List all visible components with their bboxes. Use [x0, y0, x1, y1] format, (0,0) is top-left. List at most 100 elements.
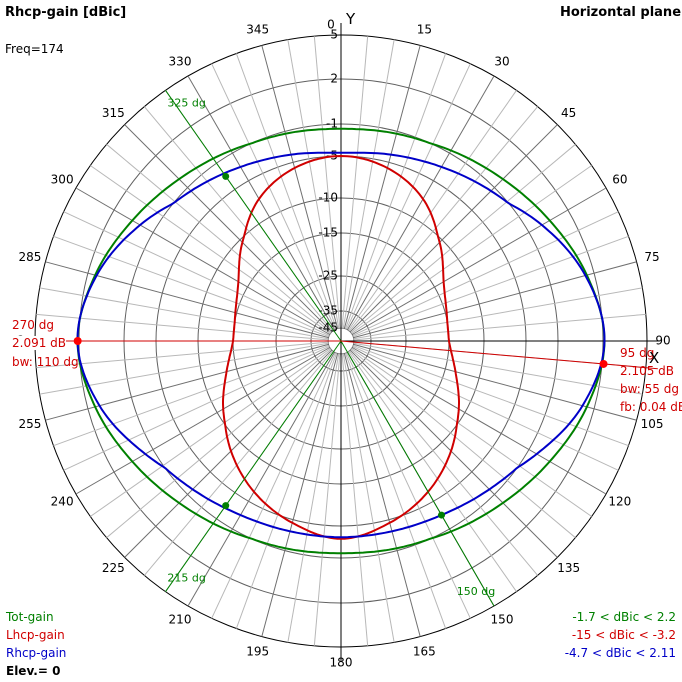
y-axis-marker: Y — [346, 10, 356, 28]
angle-tick-label: 60 — [612, 173, 627, 187]
radial-tick-label: -45 — [318, 321, 338, 335]
range-lhcp-gain: -15 < dBic < -3.2 — [571, 628, 676, 642]
x-axis-marker: X — [649, 349, 660, 367]
grid-spoke — [344, 53, 447, 329]
marker-dot — [222, 502, 230, 510]
range-rhcp-gain: -4.7 < dBic < 2.11 — [564, 646, 676, 660]
angle-tick-label: 30 — [494, 55, 509, 69]
grid-spoke — [344, 353, 447, 629]
marker-line — [165, 340, 342, 592]
grid-spoke — [235, 53, 338, 329]
left-angle-annotation: 270 dg — [12, 318, 54, 332]
grid-spoke — [348, 106, 539, 332]
grid-spoke — [352, 346, 619, 471]
series-rhcp-gain — [76, 151, 606, 539]
grid-spoke — [45, 261, 329, 339]
grid-spoke — [341, 353, 369, 646]
marker-dot — [438, 511, 445, 519]
grid-spoke — [187, 75, 335, 330]
grid-spoke — [261, 353, 339, 637]
radial-tick-label: -1 — [326, 117, 338, 131]
grid-spoke — [53, 344, 329, 447]
beam-line — [340, 340, 658, 370]
grid-spoke — [75, 347, 330, 495]
grid-spoke — [349, 349, 558, 558]
grid-spoke — [352, 347, 607, 495]
grid-spoke — [313, 36, 341, 329]
angle-tick-label: 210 — [169, 612, 192, 626]
grid-spoke — [353, 343, 637, 421]
grid-spoke — [351, 165, 592, 334]
grid-spoke — [350, 143, 576, 334]
plane-label: Horizontal plane — [560, 5, 682, 20]
grid-spoke — [45, 343, 329, 421]
series-tot-gain — [76, 127, 606, 555]
angle-tick-label: 330 — [169, 55, 192, 69]
beam-peak-dot — [599, 359, 608, 368]
angle-tick-label: 75 — [644, 250, 659, 264]
right-bw-annotation: bw: 55 dg — [620, 382, 679, 396]
marker-layer: 325 dg 215 dg 150 dg — [23, 90, 658, 607]
legend-lhcp-gain: Lhcp-gain — [6, 628, 65, 642]
series-layer — [76, 127, 606, 555]
grid-spoke — [211, 352, 336, 619]
angle-tick-label: 15 — [417, 22, 432, 36]
grid-spoke — [287, 39, 340, 329]
angle-tick-label: 105 — [641, 417, 664, 431]
angle-tick-label: 225 — [102, 561, 125, 575]
grid-spoke — [106, 143, 332, 334]
legend-tot-gain: Tot-gain — [6, 610, 54, 624]
grid-spoke — [90, 165, 331, 334]
grid-spoke — [143, 106, 334, 332]
chart-title: Rhcp-gain [dBic] — [5, 5, 127, 20]
legend-rhcp-gain: Rhcp-gain — [6, 646, 67, 660]
grid-spoke — [348, 350, 539, 576]
grid-spoke — [235, 353, 338, 629]
grid-spoke — [343, 45, 421, 329]
angle-tick-label: 135 — [557, 561, 580, 575]
grid-spoke — [343, 353, 421, 637]
grid-spoke — [313, 353, 341, 646]
left-bw-annotation: bw: 110 dg — [12, 355, 79, 369]
radial-tick-label: 5 — [330, 28, 338, 42]
grid-spoke — [353, 235, 629, 338]
angle-tick-label: 165 — [413, 645, 436, 659]
grid-spoke — [353, 344, 629, 447]
series-lhcp-gain — [222, 154, 460, 540]
angle-tick-label: 180 — [330, 656, 353, 670]
elevation-label: Elev.= 0 — [6, 664, 61, 678]
angle-tick-label: 45 — [561, 106, 576, 120]
freq-label: Freq=174 — [5, 42, 64, 56]
grid-spoke — [53, 235, 329, 338]
grid-spoke — [348, 351, 517, 592]
grid-spoke — [187, 352, 335, 607]
grid-spoke — [341, 36, 369, 329]
grid-spoke — [353, 313, 646, 341]
grid-spoke — [143, 350, 334, 576]
grid-spoke — [346, 352, 471, 619]
marker-line — [165, 90, 342, 342]
grid-spoke — [90, 348, 331, 517]
grid-spoke — [350, 348, 576, 539]
grid-spoke — [36, 341, 329, 369]
angle-tick-label: 120 — [608, 495, 631, 509]
radial-tick-label: -35 — [318, 304, 338, 318]
grid-spoke — [124, 124, 333, 333]
right-fb-annotation: fb: 0.04 dB — [620, 400, 682, 414]
grid-spoke — [352, 187, 607, 335]
marker-line — [340, 340, 495, 607]
angle-tick-label: 300 — [51, 173, 74, 187]
grid-spoke — [75, 187, 330, 335]
marker-label: 325 dg — [167, 96, 205, 109]
range-tot-gain: -1.7 < dBic < 2.2 — [572, 610, 676, 624]
angle-tick-label: 0 — [327, 18, 335, 32]
beam-peak-dot — [73, 337, 82, 345]
radial-tick-label: 2 — [330, 72, 338, 86]
grid-spoke — [261, 45, 339, 329]
grid-spoke — [348, 90, 517, 331]
polar-grid: 0 153045607590105120135150165180195210225… — [17, 18, 670, 670]
grid-spoke — [39, 287, 329, 340]
grid-spoke — [346, 63, 471, 330]
grid-spoke — [63, 346, 330, 471]
